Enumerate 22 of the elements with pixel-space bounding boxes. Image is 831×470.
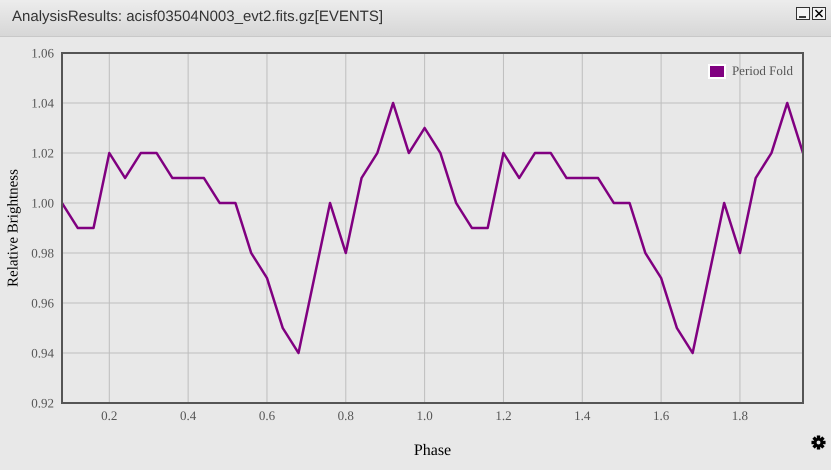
line-series (62, 102, 803, 354)
x-tick-label: 0.6 (258, 408, 276, 424)
y-tick-label: 0.98 (31, 246, 54, 261)
legend-label: Period Fold (730, 63, 793, 79)
y-tick-label: 1.00 (31, 196, 54, 211)
x-tick-label: 1.0 (416, 408, 433, 424)
x-tick-label: 1.8 (732, 408, 748, 424)
x-tick-label: 0.2 (101, 408, 118, 424)
y-tick-label: 1.06 (31, 46, 54, 61)
x-tick-label: 1.6 (652, 408, 670, 424)
y-tick-label: 0.96 (31, 296, 54, 311)
x-tick-label: 0.4 (180, 408, 197, 424)
x-axis-title: Phase (414, 442, 452, 459)
y-tick-label: 1.04 (31, 96, 54, 111)
chart-title: AnalysisResults: acisf03504N003_evt2.fits.gz[EVENTS] (12, 8, 384, 25)
x-tick-label: 1.4 (574, 408, 591, 424)
x-tick-label: 1.2 (495, 408, 512, 424)
y-tick-label: 0.94 (31, 346, 54, 361)
y-tick-label: 1.02 (31, 146, 54, 161)
y-axis-title: Relative Brightness (5, 168, 22, 287)
x-tick-label: 0.8 (338, 408, 354, 424)
y-tick-label: 0.92 (31, 396, 54, 411)
